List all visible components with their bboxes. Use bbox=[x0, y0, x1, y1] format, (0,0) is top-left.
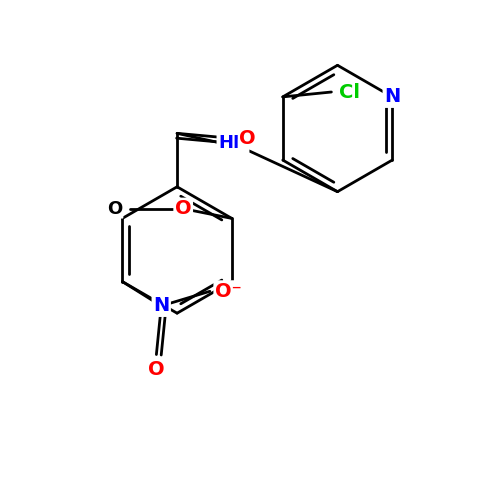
Text: Cl: Cl bbox=[340, 82, 360, 102]
Text: O⁻: O⁻ bbox=[215, 282, 242, 301]
Text: O: O bbox=[107, 200, 122, 218]
Text: HN: HN bbox=[218, 134, 248, 152]
Text: N: N bbox=[384, 88, 400, 106]
Text: N: N bbox=[153, 296, 170, 316]
Text: O: O bbox=[175, 199, 192, 218]
Text: O: O bbox=[148, 360, 164, 378]
Text: O: O bbox=[240, 128, 256, 148]
